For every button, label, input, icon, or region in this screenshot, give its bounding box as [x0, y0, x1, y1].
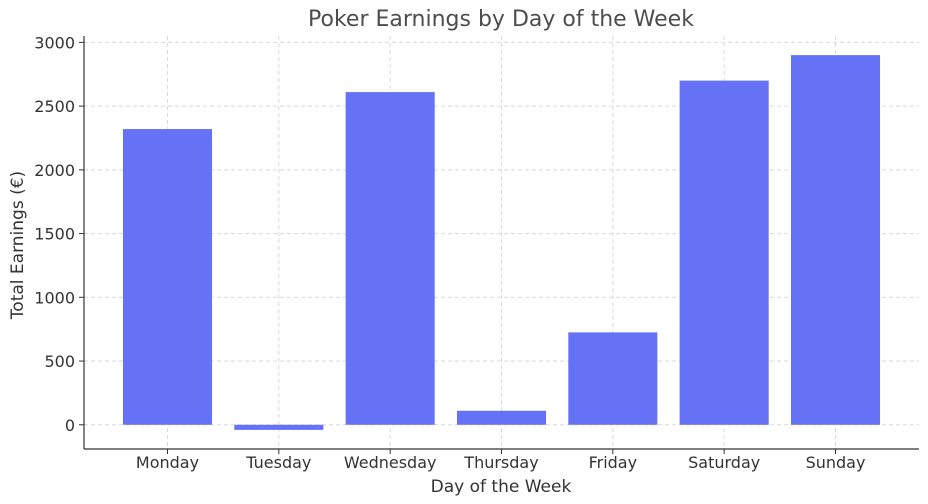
bar-thursday — [456, 410, 547, 425]
x-tick-label-friday: Friday — [589, 453, 638, 472]
y-tick-label: 1000 — [34, 288, 75, 307]
x-tick-label-saturday: Saturday — [688, 453, 760, 472]
bar-wednesday — [345, 92, 435, 425]
y-tick-label: 0 — [65, 416, 75, 435]
bar-sunday — [790, 55, 881, 425]
bar-friday — [568, 332, 658, 425]
bar-saturday — [679, 80, 769, 425]
y-tick-label: 2500 — [34, 97, 75, 116]
y-tick-label: 2000 — [34, 161, 75, 180]
x-tick-label-tuesday: Tuesday — [245, 453, 311, 472]
x-tick-label-wednesday: Wednesday — [344, 453, 437, 472]
y-axis-label: Total Earnings (€) — [8, 171, 28, 320]
chart-title: Poker Earnings by Day of the Week — [308, 7, 694, 32]
bars — [122, 55, 881, 430]
x-axis-ticks: Monday Tuesday Wednesday Thursday Friday Satu… — [136, 449, 866, 472]
x-tick-label-thursday: Thursday — [463, 453, 538, 472]
y-tick-label: 500 — [44, 352, 75, 371]
y-axis-ticks: 0 500 1000 1500 2000 2500 3000 — [34, 33, 84, 435]
bar-monday — [122, 129, 213, 425]
x-tick-label-sunday: Sunday — [806, 453, 866, 472]
x-axis-label: Day of the Week — [431, 477, 572, 497]
y-tick-label: 3000 — [34, 33, 75, 52]
x-tick-label-monday: Monday — [136, 453, 199, 472]
bar-tuesday — [234, 424, 324, 430]
y-tick-label: 1500 — [34, 225, 75, 244]
